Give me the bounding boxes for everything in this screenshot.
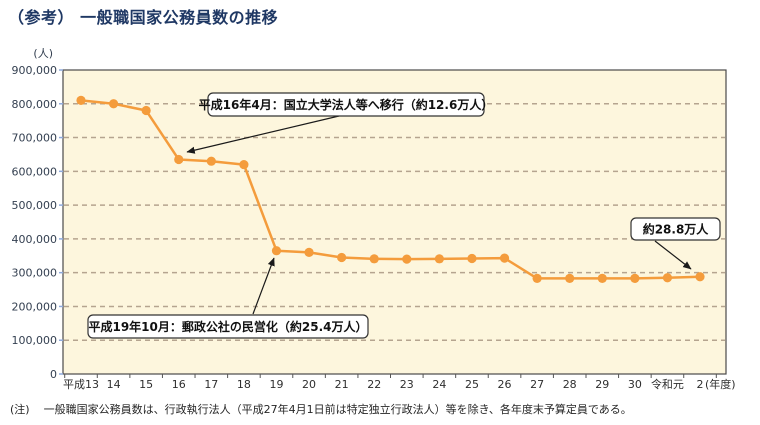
x-axis-label: 22	[367, 378, 381, 391]
data-point	[402, 254, 412, 264]
x-axis-label: 25	[465, 378, 479, 391]
data-point	[271, 246, 282, 256]
data-point	[597, 273, 607, 284]
x-axis-label: 14	[107, 378, 121, 391]
data-line	[80, 99, 701, 280]
y-axis-label: 500,000	[12, 199, 58, 212]
annotation-label: 平成16年4月：国立大学法人等へ移行（約12.6万人）	[199, 97, 494, 112]
y-axis-label: 600,000	[12, 165, 58, 178]
data-point	[141, 105, 151, 116]
x-axis-label: 29	[595, 378, 609, 391]
data-point	[76, 95, 86, 105]
annotation-box	[630, 217, 721, 241]
annotation-arrow	[252, 257, 275, 315]
y-axis-label: 0	[50, 368, 57, 381]
chart-title: （参考） 一般職国家公務員数の推移	[8, 8, 279, 27]
x-axis-label: 23	[400, 378, 414, 391]
y-axis-label: 900,000	[12, 64, 58, 77]
data-point	[369, 254, 379, 264]
x-axis-label: 27	[530, 378, 544, 391]
x-axis-label: 17	[204, 378, 218, 391]
data-point	[662, 273, 673, 283]
x-axis-label: 18	[237, 378, 251, 391]
annotation-box	[87, 314, 369, 339]
y-axis-label: 800,000	[12, 98, 58, 111]
annotation-arrow	[186, 115, 340, 154]
x-axis-label: 15	[139, 378, 153, 391]
x-axis-label: 30	[628, 378, 642, 391]
x-axis-label: 16	[172, 378, 186, 391]
y-axis-label: 400,000	[12, 233, 58, 246]
x-axis-label: 令和元	[651, 377, 684, 391]
data-point	[467, 253, 477, 264]
y-axis-label: 100,000	[12, 334, 58, 347]
data-point	[206, 156, 216, 166]
x-axis-label: 21	[335, 378, 349, 391]
y-axis-label: 300,000	[12, 267, 58, 280]
x-axis-label: 2	[697, 378, 704, 391]
data-point	[532, 273, 542, 284]
data-point	[174, 154, 184, 165]
annotation-arrow	[654, 240, 692, 270]
x-axis-label: 平成13	[63, 378, 99, 391]
annotation-label: 平成19年10月：郵政公社の民営化（約25.4万人）	[88, 319, 367, 334]
x-axis-label: 19	[269, 378, 283, 391]
data-point	[108, 99, 119, 109]
x-axis-label: 24	[432, 378, 446, 391]
data-point	[695, 272, 705, 282]
x-axis-label: 20	[302, 378, 316, 391]
data-point	[434, 254, 444, 264]
footnote: (注) 一般職国家公務員数は、行政執行法人（平成27年4月1日前は特定独立行政法人…	[10, 401, 750, 417]
data-point	[565, 273, 575, 284]
data-point	[499, 253, 510, 263]
annotation-box	[207, 92, 485, 117]
y-axis-label: 700,000	[12, 132, 58, 145]
footnote-text: 一般職国家公務員数は、行政執行法人（平成27年4月1日前は特定独立行政法人）等を…	[43, 403, 632, 416]
x-axis-label: 28	[563, 378, 577, 391]
footnote-label: (注)	[10, 403, 30, 416]
x-axis-label: 26	[498, 378, 512, 391]
y-axis-label: 200,000	[12, 300, 58, 313]
plot-root: 0 100,000 200,000 300,000 400,000 500,000 600,…	[12, 64, 727, 391]
annotation-label: 約28.8万人	[643, 222, 710, 237]
data-point	[239, 159, 249, 170]
data-point	[337, 252, 347, 263]
x-axis-unit: (年度)	[705, 377, 736, 391]
y-axis-unit: (人)	[33, 47, 53, 60]
data-point	[630, 273, 640, 284]
data-point	[304, 247, 314, 257]
